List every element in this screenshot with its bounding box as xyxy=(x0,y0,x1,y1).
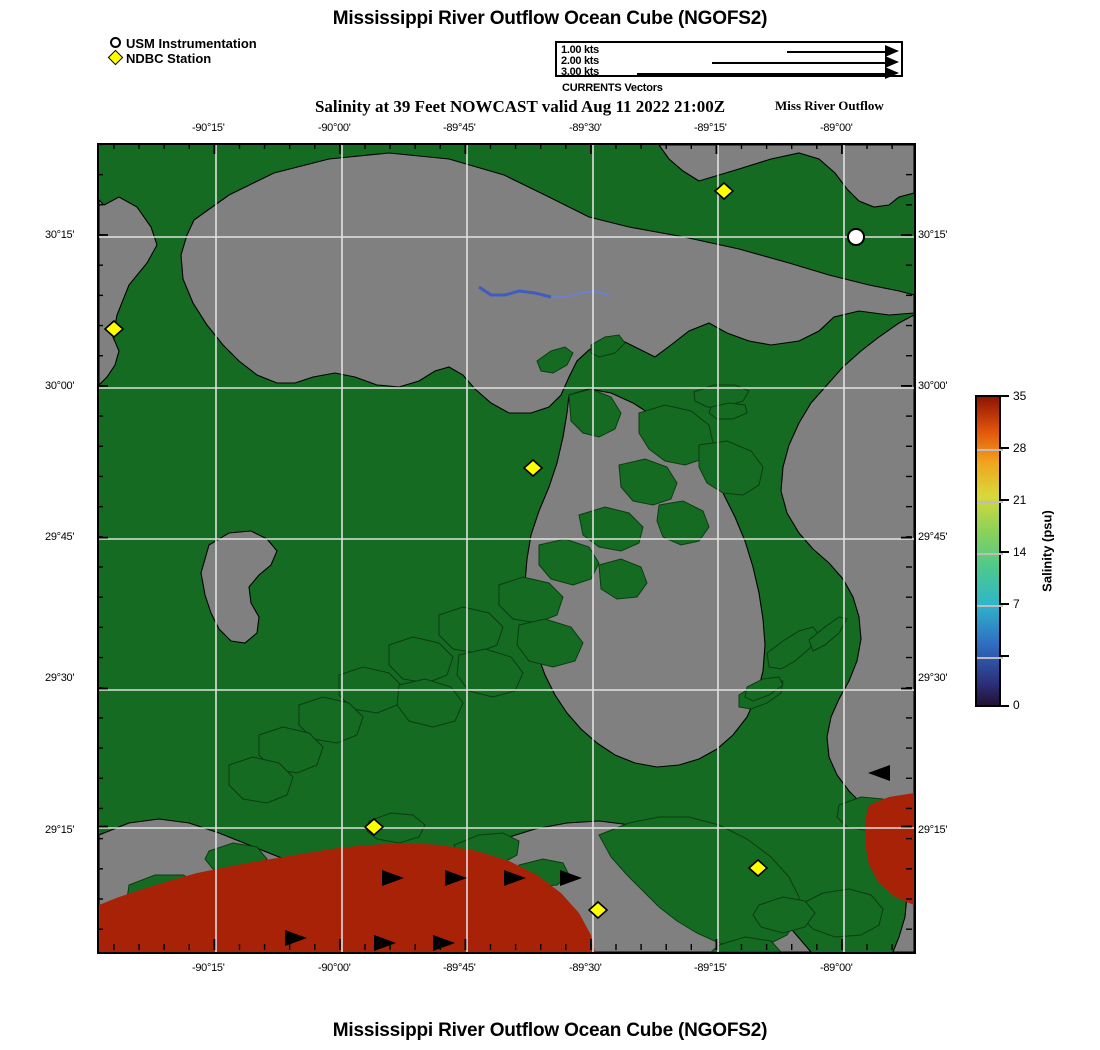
y-axis-label-right: 30°15' xyxy=(918,229,948,241)
usm-instrumentation-marker xyxy=(847,228,865,246)
x-axis-label-top: -89°15' xyxy=(694,122,727,134)
legend-item-ndbc: NDBC Station xyxy=(107,49,257,66)
ndbc-station-marker xyxy=(587,900,609,920)
map-plot-area[interactable] xyxy=(97,143,916,954)
salinity-plume-east xyxy=(865,793,914,905)
colorbar-tick-label: 7 xyxy=(1013,597,1020,611)
colorbar-tick-label: 0 xyxy=(1013,698,1020,712)
legend-label-usm: USM Instrumentation xyxy=(126,36,257,51)
station-markers xyxy=(103,181,865,920)
y-axis-label-left: 29°45' xyxy=(45,531,75,543)
diamond-icon xyxy=(107,49,126,66)
y-axis-label-right: 30°00' xyxy=(918,380,948,392)
x-axis-label-top: -90°00' xyxy=(318,122,351,134)
currents-row-3: 3.00 kts xyxy=(557,66,901,79)
legend-item-usm: USM Instrumentation xyxy=(108,36,257,51)
currents-label-3: 3.00 kts xyxy=(561,66,599,78)
circle-outline-icon xyxy=(108,36,126,51)
currents-legend-box: 1.00 kts 2.00 kts 3.00 kts xyxy=(555,41,903,79)
map-canvas xyxy=(99,145,914,952)
colorbar-tick-label: 21 xyxy=(1013,493,1027,507)
y-axis-label-left: 29°30' xyxy=(45,672,75,684)
colorbar-tick-label: 28 xyxy=(1013,441,1027,455)
chart-subtitle: Salinity at 39 Feet NOWCAST valid Aug 11… xyxy=(314,97,726,116)
currents-row-1: 1.00 kts xyxy=(557,44,901,57)
y-axis-label-left: 30°15' xyxy=(45,229,75,241)
x-axis-label-bottom: -90°00' xyxy=(318,962,351,974)
ndbc-station-marker xyxy=(363,817,385,837)
ndbc-station-marker xyxy=(713,181,735,201)
x-axis-label-bottom: -90°15' xyxy=(192,962,225,974)
x-axis-label-bottom: -89°45' xyxy=(443,962,476,974)
currents-line-3 xyxy=(637,73,887,75)
ndbc-station-marker xyxy=(747,858,769,878)
y-axis-label-left: 30°00' xyxy=(45,380,75,392)
marker-legend: USM Instrumentation NDBC Station xyxy=(107,36,257,66)
salinity-plume-main xyxy=(99,843,595,952)
outflow-label: Miss River Outflow xyxy=(775,98,884,113)
x-axis-label-bottom: -89°15' xyxy=(694,962,727,974)
x-axis-label-top: -89°30' xyxy=(569,122,602,134)
y-axis-label-right: 29°15' xyxy=(918,824,948,836)
colorbar-tick-label: 35 xyxy=(1013,389,1027,403)
colorbar-tick-label: 14 xyxy=(1013,545,1027,559)
currents-row-2: 2.00 kts xyxy=(557,55,901,68)
currents-arrowhead-1 xyxy=(885,45,899,57)
page-title: Mississippi River Outflow Ocean Cube (NG… xyxy=(332,8,768,29)
y-axis-label-right: 29°45' xyxy=(918,531,948,543)
y-axis-label-right: 29°30' xyxy=(918,672,948,684)
colorbar-gradient xyxy=(975,395,1003,707)
currents-label-2: 2.00 kts xyxy=(561,55,599,67)
y-axis-label-left: 29°15' xyxy=(45,824,75,836)
x-axis-label-bottom: -89°30' xyxy=(569,962,602,974)
x-axis-label-top: -89°45' xyxy=(443,122,476,134)
currents-arrowhead-2 xyxy=(885,56,899,68)
currents-label-1: 1.00 kts xyxy=(561,44,599,56)
x-axis-label-top: -89°00' xyxy=(820,122,853,134)
legend-label-ndbc: NDBC Station xyxy=(126,51,212,66)
ndbc-station-marker xyxy=(522,458,544,478)
currents-line-1 xyxy=(787,51,887,53)
ndbc-station-marker xyxy=(103,319,125,339)
x-axis-label-top: -90°15' xyxy=(192,122,225,134)
current-vectors xyxy=(285,765,890,951)
bottom-title: Mississippi River Outflow Ocean Cube (NG… xyxy=(332,1020,768,1041)
currents-line-2 xyxy=(712,62,887,64)
currents-legend-caption: CURRENTS Vectors xyxy=(562,82,663,94)
x-axis-label-bottom: -89°00' xyxy=(820,962,853,974)
currents-arrowhead-3 xyxy=(885,67,899,79)
colorbar-title: Salinity (psu) xyxy=(1039,510,1055,592)
